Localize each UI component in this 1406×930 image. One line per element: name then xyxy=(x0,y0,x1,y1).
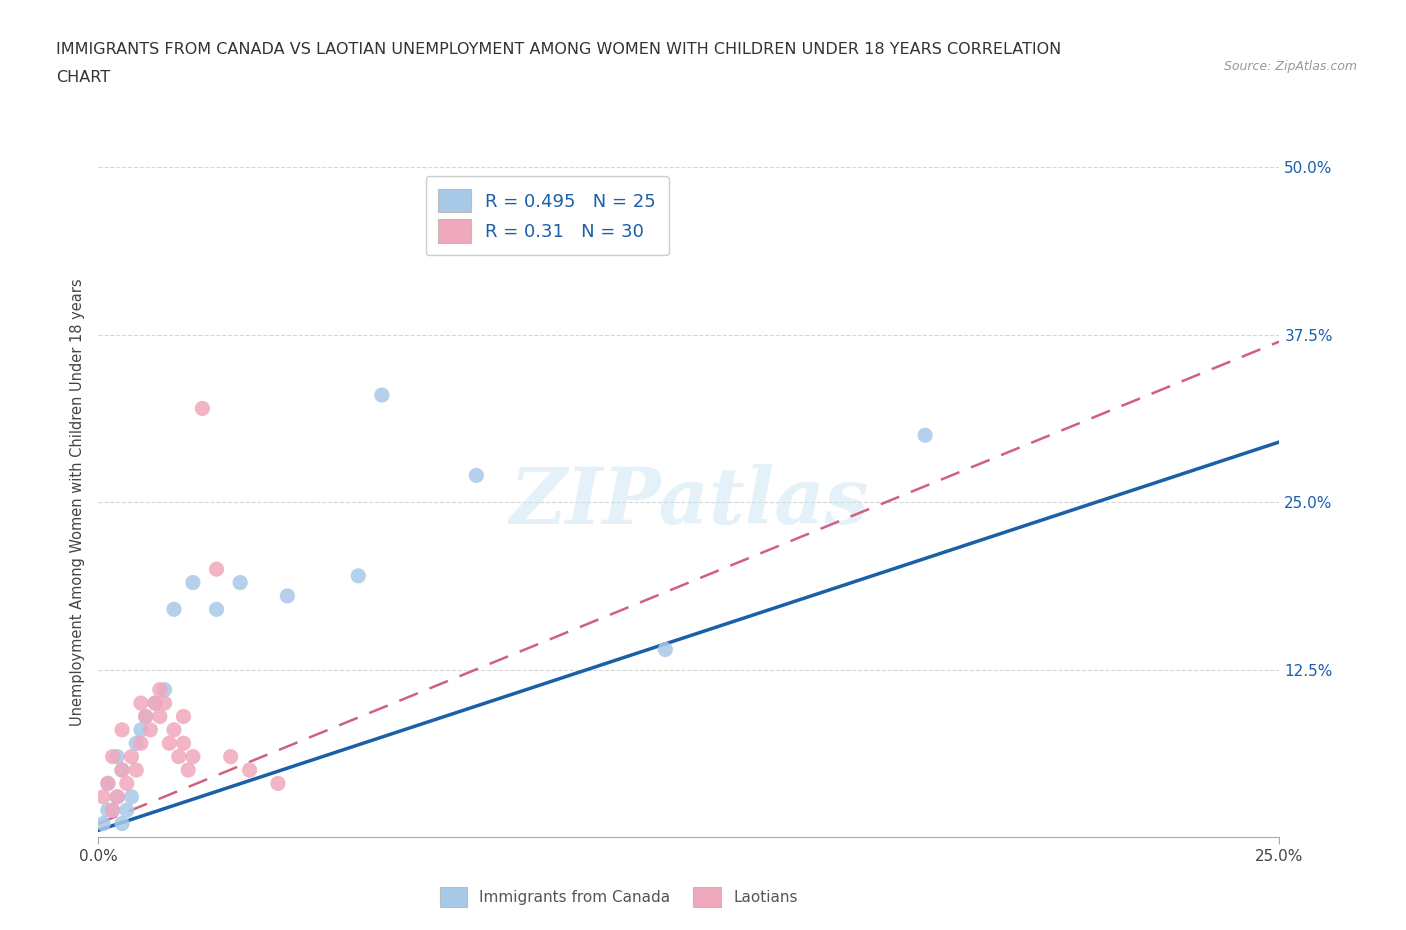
Point xyxy=(97,776,120,790)
Point xyxy=(267,776,290,790)
Point xyxy=(111,723,134,737)
Point xyxy=(135,709,157,724)
Point xyxy=(129,736,152,751)
Legend: Immigrants from Canada, Laotians: Immigrants from Canada, Laotians xyxy=(433,882,804,913)
Point xyxy=(149,709,172,724)
Point xyxy=(177,763,200,777)
Point xyxy=(105,750,128,764)
Point xyxy=(115,776,138,790)
Point xyxy=(135,709,157,724)
Point xyxy=(371,388,394,403)
Point xyxy=(121,750,143,764)
Point xyxy=(129,696,152,711)
Point xyxy=(139,723,162,737)
Point xyxy=(97,776,120,790)
Point xyxy=(101,750,124,764)
Text: CHART: CHART xyxy=(56,70,110,85)
Point xyxy=(125,763,148,777)
Y-axis label: Unemployment Among Women with Children Under 18 years: Unemployment Among Women with Children U… xyxy=(70,278,86,726)
Text: Source: ZipAtlas.com: Source: ZipAtlas.com xyxy=(1223,60,1357,73)
Point xyxy=(157,736,180,751)
Point xyxy=(153,683,176,698)
Point xyxy=(115,803,138,817)
Point xyxy=(143,696,166,711)
Point xyxy=(172,736,194,751)
Point xyxy=(101,803,124,817)
Point xyxy=(172,709,194,724)
Point xyxy=(229,575,252,590)
Point xyxy=(181,575,204,590)
Point xyxy=(205,602,228,617)
Point xyxy=(181,750,204,764)
Point xyxy=(163,723,186,737)
Legend: R = 0.495   N = 25, R = 0.31   N = 30: R = 0.495 N = 25, R = 0.31 N = 30 xyxy=(426,177,669,256)
Point xyxy=(129,723,152,737)
Text: ZIPatlas: ZIPatlas xyxy=(509,464,869,540)
Point xyxy=(153,696,176,711)
Point xyxy=(239,763,262,777)
Point xyxy=(91,817,114,831)
Point xyxy=(97,803,120,817)
Point xyxy=(91,790,114,804)
Point xyxy=(105,790,128,804)
Text: IMMIGRANTS FROM CANADA VS LAOTIAN UNEMPLOYMENT AMONG WOMEN WITH CHILDREN UNDER 1: IMMIGRANTS FROM CANADA VS LAOTIAN UNEMPL… xyxy=(56,42,1062,57)
Point xyxy=(219,750,242,764)
Point xyxy=(111,817,134,831)
Point xyxy=(111,763,134,777)
Point xyxy=(276,589,298,604)
Point xyxy=(167,750,190,764)
Point xyxy=(105,790,128,804)
Point xyxy=(101,803,124,817)
Point xyxy=(191,401,214,416)
Point xyxy=(654,642,676,657)
Point xyxy=(149,683,172,698)
Point xyxy=(205,562,228,577)
Point xyxy=(163,602,186,617)
Point xyxy=(465,468,488,483)
Point xyxy=(914,428,936,443)
Point xyxy=(347,568,370,583)
Point xyxy=(111,763,134,777)
Point xyxy=(121,790,143,804)
Point xyxy=(125,736,148,751)
Point xyxy=(143,696,166,711)
